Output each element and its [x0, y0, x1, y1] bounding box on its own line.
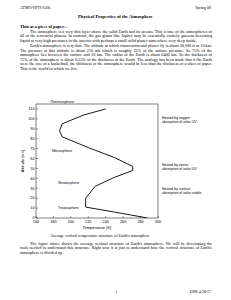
y-tick-label: 60 — [30, 157, 34, 161]
temperature-profile — [60, 109, 148, 218]
plot-area — [60, 109, 148, 218]
y-tick-label: 10 — [30, 206, 34, 210]
y-tick — [36, 198, 38, 199]
x-tick — [70, 216, 71, 218]
y-axis-label: Altitude (km) — [20, 149, 25, 172]
paragraph: The atmosphere is a very thin layer abov… — [20, 30, 212, 44]
x-tick — [88, 216, 89, 218]
y-tick — [36, 118, 38, 119]
y-tick-label: 40 — [30, 177, 34, 181]
annotation: absorption of solar UV — [162, 120, 197, 124]
x-tick-label: 160 — [33, 220, 39, 224]
paragraph: Earth's atmosphere is very thin. The alt… — [20, 44, 212, 72]
y-tick — [36, 148, 38, 149]
y-tick — [36, 168, 38, 169]
x-tick — [123, 216, 124, 218]
y-tick-label: 110 — [28, 107, 34, 111]
x-axis-label: Temperature (K) — [83, 225, 113, 230]
y-tick — [36, 158, 38, 159]
layer-label: Mesosphere — [52, 149, 72, 153]
x-tick — [105, 216, 106, 218]
annotation: absorption of solar UV — [162, 167, 197, 171]
x-tick-label: 220 — [85, 220, 91, 224]
figure-caption: Average vertical temperature structure o… — [50, 233, 150, 238]
x-tick-label: 200 — [68, 220, 74, 224]
x-tick — [36, 216, 37, 218]
layer-label: Thermosphere — [50, 100, 74, 104]
plot-frame — [36, 104, 158, 218]
x-tick-label: 280 — [137, 220, 143, 224]
section-heading: Thin as a piece of paper… — [20, 24, 68, 29]
y-tick-label: 30 — [30, 187, 34, 191]
annotation: absorption of solar visible — [162, 191, 202, 195]
y-tick — [36, 218, 38, 219]
x-tick — [53, 216, 54, 218]
x-tick-label: 300 — [155, 220, 161, 224]
paragraph: The figure above shows the average verti… — [20, 242, 212, 256]
chart: 160 180 200 220 240 260 280 300 0 10 20 30 40 50 60 70 8… — [20, 100, 202, 230]
layer-label: Troposphere — [58, 206, 79, 210]
y-tick-label: 20 — [30, 196, 34, 200]
y-tick-label: 90 — [30, 127, 34, 131]
x-tick-label: 260 — [120, 220, 126, 224]
y-tick-label: 50 — [30, 167, 34, 171]
x-tick-label: 240 — [103, 220, 109, 224]
y-tick-label: 0 — [32, 216, 34, 220]
y-tick-label: 100 — [28, 117, 34, 121]
x-tick-label: 180 — [50, 220, 56, 224]
y-tick — [36, 208, 38, 209]
y-tick — [36, 178, 38, 179]
header-left: ATMO/OPTI 656b — [20, 5, 50, 10]
y-tick — [36, 188, 38, 189]
y-tick-label: 80 — [30, 137, 34, 141]
page-title: Physical Properties of the Atmosphere — [78, 14, 153, 19]
y-tick — [36, 138, 38, 139]
layer-label: Stratosphere — [58, 181, 79, 185]
page-number: 1 — [116, 289, 118, 294]
header-right: Spring 08 — [195, 5, 211, 10]
footer-note: ERK 4/20/17 — [190, 289, 211, 294]
y-tick — [36, 128, 38, 129]
x-tick — [158, 216, 159, 218]
y-tick-label: 70 — [30, 147, 34, 151]
y-tick — [36, 108, 38, 109]
